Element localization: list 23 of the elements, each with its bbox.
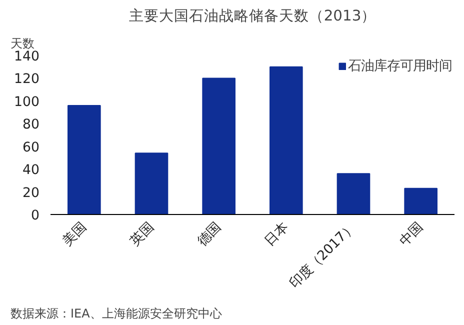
y-tick-label: 40 bbox=[22, 163, 40, 178]
bar bbox=[202, 78, 236, 214]
y-tick-label: 20 bbox=[22, 186, 40, 201]
y-tick-label: 0 bbox=[31, 208, 40, 224]
bar bbox=[68, 104, 101, 214]
source-note: 数据来源：IEA、上海能源安全研究中心 bbox=[10, 306, 222, 320]
x-tick-label: 英国 bbox=[128, 220, 157, 250]
y-tick-label: 80 bbox=[22, 118, 40, 133]
y-axis-title: 天数 bbox=[10, 36, 34, 50]
y-tick-label: 120 bbox=[14, 72, 40, 88]
x-tick-label: 德国 bbox=[195, 220, 224, 250]
bar bbox=[336, 173, 370, 214]
bar bbox=[404, 188, 438, 214]
chart-title: 主要大国石油战略储备天数（2013） bbox=[128, 8, 376, 24]
legend-label: 石油库存可用时间 bbox=[348, 58, 452, 75]
bar bbox=[134, 152, 168, 214]
x-tick-label: 日本 bbox=[262, 220, 292, 250]
y-tick-label: 140 bbox=[14, 50, 40, 64]
x-tick-label: 中国 bbox=[397, 220, 426, 250]
x-tick-label: 美国 bbox=[60, 219, 90, 250]
y-tick-label: 100 bbox=[14, 94, 40, 110]
bar bbox=[270, 66, 303, 214]
y-tick-label: 60 bbox=[22, 140, 40, 156]
